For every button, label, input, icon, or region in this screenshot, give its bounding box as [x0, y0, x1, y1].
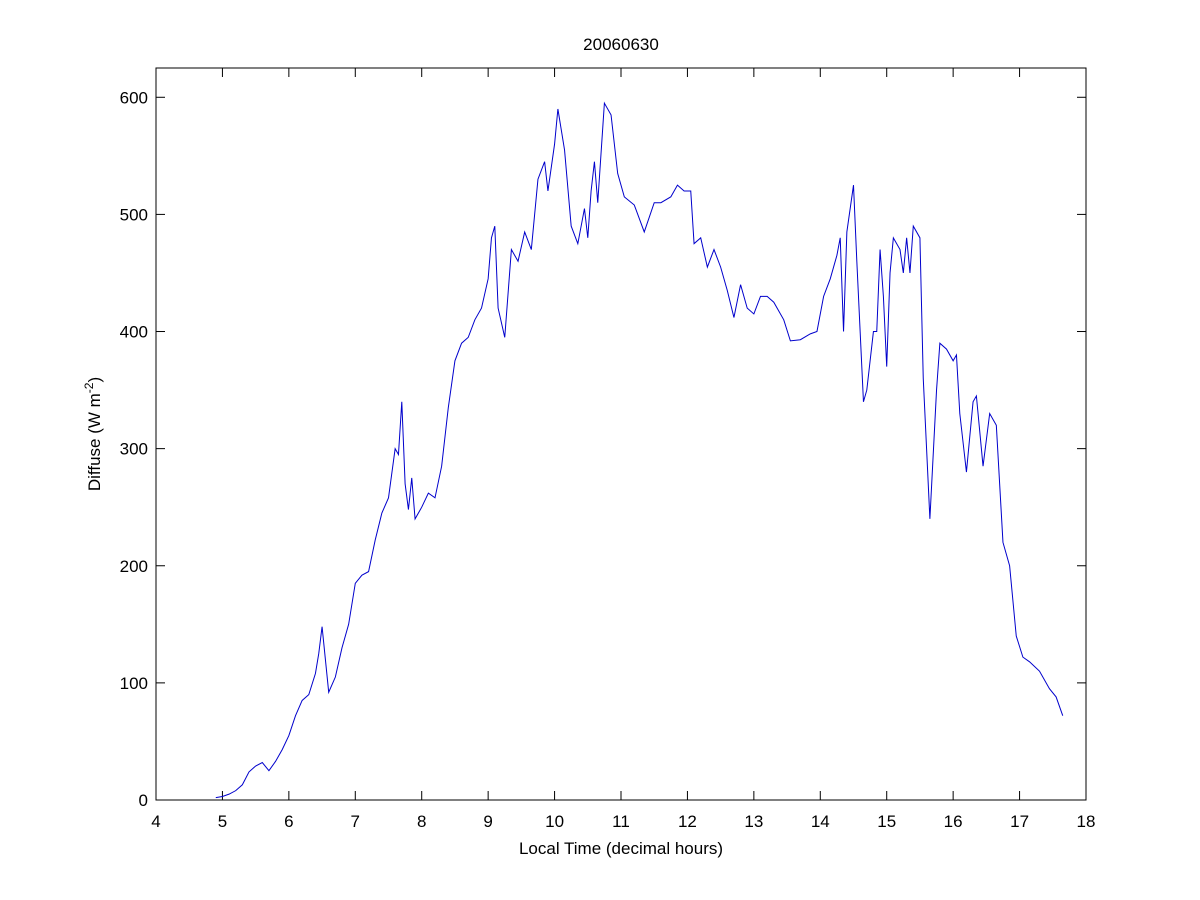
plot-box [155, 67, 1087, 801]
x-axis-label: Local Time (decimal hours) [519, 839, 723, 858]
x-tick-label: 18 [1077, 812, 1096, 831]
y-axis-label-sup: -2 [82, 382, 96, 393]
y-tick-label: 200 [120, 557, 148, 576]
y-tick-label: 0 [139, 791, 148, 810]
x-tick-label: 11 [612, 812, 630, 831]
x-tick-label: 6 [284, 812, 293, 831]
y-axis-label: Diffuse (W m-2) [82, 377, 104, 491]
data-line [215, 101, 1064, 799]
x-tick-label: 17 [1010, 812, 1029, 831]
x-tick-label: 7 [351, 812, 360, 831]
y-tick-label: 600 [120, 88, 148, 107]
y-tick-label: 500 [120, 205, 148, 224]
y-axis-label-close: ) [85, 377, 104, 383]
x-tick-label: 10 [545, 812, 564, 831]
x-tick-label: 8 [417, 812, 426, 831]
x-tick-label: 13 [744, 812, 763, 831]
y-tick-label: 100 [120, 674, 148, 693]
x-tick-label: 12 [678, 812, 697, 831]
y-tick-label: 300 [120, 440, 148, 459]
x-tick-label: 15 [877, 812, 896, 831]
x-tick-label: 9 [483, 812, 492, 831]
x-tick-label: 4 [151, 812, 160, 831]
x-tick-label: 14 [811, 812, 830, 831]
y-axis-label-text: Diffuse (W m [85, 393, 104, 491]
chart-title: 20060630 [583, 35, 659, 54]
x-tick-label: 16 [944, 812, 963, 831]
x-tick-label: 5 [218, 812, 227, 831]
y-tick-label: 400 [120, 323, 148, 342]
